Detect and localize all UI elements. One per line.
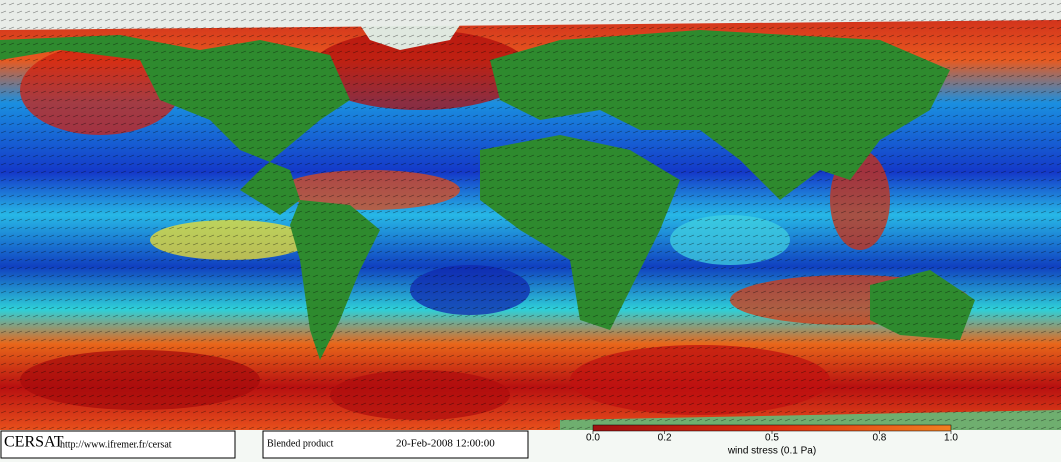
- wind-vectors: [0, 0, 1061, 430]
- colorbar-scale: [592, 424, 952, 432]
- colorbar-tick-label: 1.0: [944, 433, 958, 444]
- colorbar-tick-label: 0.5: [765, 433, 779, 444]
- colorbar: wind stress (0.1 Pa) 0.0 0.2 0.5 0.8 1.0: [586, 424, 958, 457]
- colorbar-tick-label: 0.0: [586, 433, 600, 444]
- map: [0, 0, 1061, 430]
- logo-box: [0, 430, 236, 459]
- colorbar-tick-label: 0.2: [658, 433, 672, 444]
- product: Blended product: [267, 438, 334, 449]
- colorbar-tick-label: 0.8: [872, 433, 886, 444]
- colorbar-label: wind stress (0.1 Pa): [727, 446, 816, 457]
- url: http://www.ifremer.fr/cersat: [60, 439, 172, 450]
- logo: CERSAT: [4, 434, 64, 451]
- info-box: [262, 430, 529, 459]
- date: 20-Feb-2008 12:00:00: [396, 438, 495, 450]
